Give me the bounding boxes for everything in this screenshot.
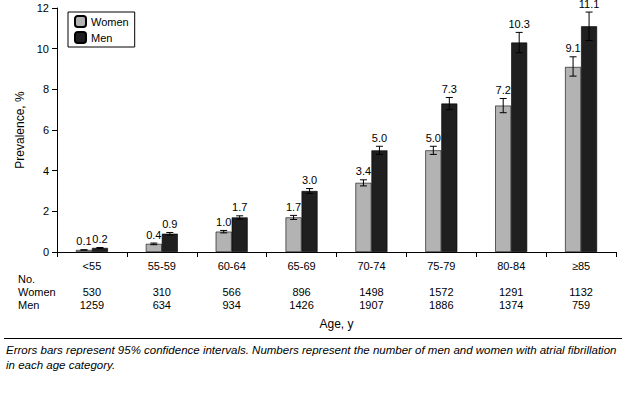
svg-text:70-74: 70-74	[357, 260, 385, 272]
svg-text:0.2: 0.2	[92, 233, 107, 245]
svg-text:55-59: 55-59	[148, 260, 176, 272]
svg-text:10: 10	[37, 43, 49, 55]
svg-text:10.3: 10.3	[508, 18, 529, 30]
svg-text:Age, y: Age, y	[319, 317, 353, 331]
svg-text:1132: 1132	[569, 286, 593, 298]
svg-text:Men: Men	[18, 299, 39, 311]
svg-text:80-84: 80-84	[497, 260, 525, 272]
svg-text:1.7: 1.7	[232, 201, 247, 213]
svg-text:1.0: 1.0	[216, 216, 231, 228]
svg-text:3.0: 3.0	[302, 174, 317, 186]
svg-text:Prevalence, %: Prevalence, %	[13, 91, 27, 169]
svg-text:0.4: 0.4	[146, 229, 161, 241]
svg-text:1572: 1572	[429, 286, 453, 298]
svg-text:11.1: 11.1	[579, 0, 600, 10]
svg-text:7.2: 7.2	[496, 84, 511, 96]
svg-text:12: 12	[37, 2, 49, 14]
svg-text:Women: Women	[91, 16, 129, 28]
svg-text:530: 530	[83, 286, 101, 298]
svg-text:7.3: 7.3	[442, 83, 457, 95]
svg-text:9.1: 9.1	[565, 42, 580, 54]
svg-text:566: 566	[223, 286, 241, 298]
svg-text:1.7: 1.7	[286, 201, 301, 213]
svg-text:1426: 1426	[289, 299, 313, 311]
svg-text:634: 634	[153, 299, 171, 311]
svg-text:1374: 1374	[499, 299, 523, 311]
svg-text:0: 0	[43, 246, 49, 258]
svg-text:896: 896	[292, 286, 310, 298]
html-text:Errors bars represent 95% conf: Errors bars represent 95% confidence int…	[6, 344, 617, 371]
svg-text:1291: 1291	[499, 286, 523, 298]
svg-text:4: 4	[43, 165, 49, 177]
svg-text:75-79: 75-79	[427, 260, 455, 272]
svg-text:1907: 1907	[359, 299, 383, 311]
svg-text:Women: Women	[18, 286, 56, 298]
svg-text:60-64: 60-64	[218, 260, 246, 272]
svg-text:<55: <55	[83, 260, 102, 272]
svg-text:65-69: 65-69	[287, 260, 315, 272]
svg-text:310: 310	[153, 286, 171, 298]
svg-text:Men: Men	[91, 32, 112, 44]
svg-text:0.9: 0.9	[162, 218, 177, 230]
svg-text:1886: 1886	[429, 299, 453, 311]
svg-text:5.0: 5.0	[372, 132, 387, 144]
svg-text:0.1: 0.1	[76, 235, 91, 247]
svg-text:≥85: ≥85	[572, 260, 590, 272]
svg-text:759: 759	[572, 299, 590, 311]
svg-text:1498: 1498	[359, 286, 383, 298]
svg-text:1259: 1259	[80, 299, 104, 311]
svg-text:8: 8	[43, 83, 49, 95]
svg-text:6: 6	[43, 124, 49, 136]
svg-text:5.0: 5.0	[426, 132, 441, 144]
svg-text:934: 934	[223, 299, 241, 311]
svg-text:3.4: 3.4	[356, 165, 371, 177]
svg-text:No.: No.	[18, 273, 35, 285]
svg-text:2: 2	[43, 205, 49, 217]
